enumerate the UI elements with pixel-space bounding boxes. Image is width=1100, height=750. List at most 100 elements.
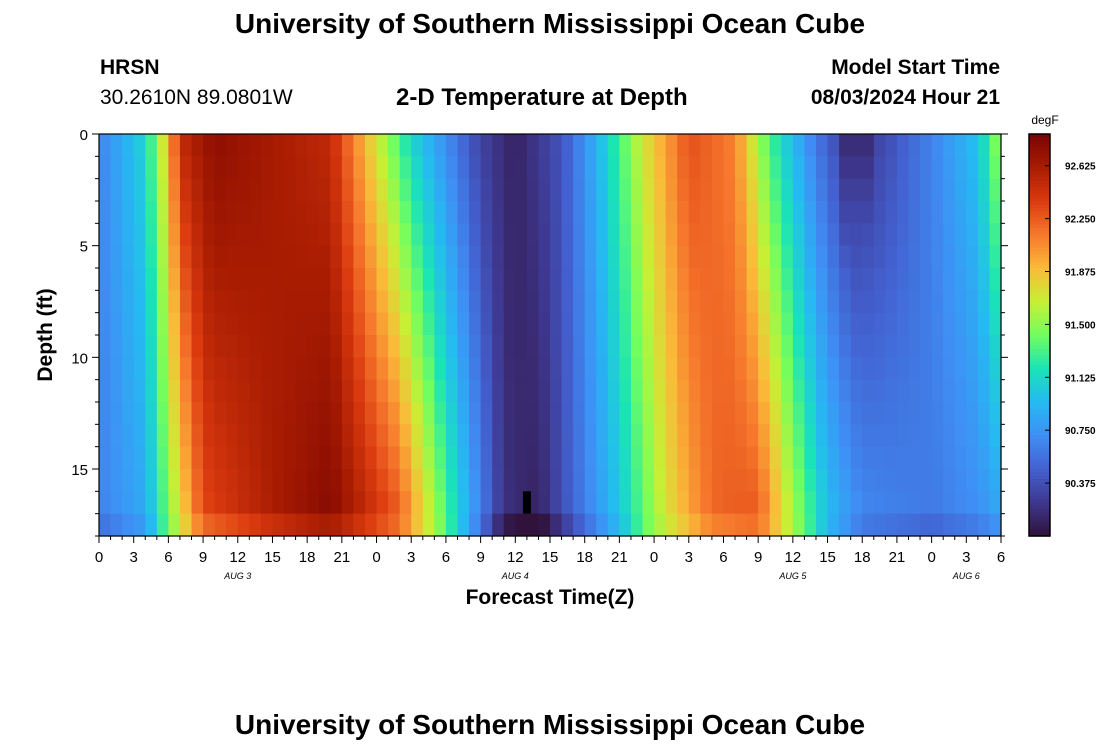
heatmap-cell	[538, 357, 551, 381]
heatmap-cell	[827, 491, 840, 515]
heatmap-cell	[133, 312, 146, 336]
heatmap-cell	[480, 513, 493, 537]
heatmap-cell	[318, 245, 331, 269]
heatmap-cell	[630, 513, 644, 537]
heatmap-cell	[781, 245, 794, 269]
heatmap-cell	[677, 156, 690, 180]
heatmap-cell	[792, 290, 806, 314]
heatmap-cell	[735, 201, 748, 224]
heatmap-cell	[700, 335, 713, 358]
heatmap-cell	[122, 156, 135, 180]
heatmap-cell	[122, 201, 135, 224]
heatmap-cell	[619, 402, 632, 425]
heatmap-cell	[758, 469, 771, 492]
heatmap-cell	[688, 335, 701, 358]
heatmap-cell	[318, 290, 331, 314]
heatmap-cell	[596, 513, 609, 537]
heatmap-cell	[827, 357, 840, 381]
heatmap-cell	[561, 469, 574, 492]
heatmap-cell	[665, 402, 678, 425]
heatmap-cell	[503, 491, 516, 515]
colorbar-segment	[1029, 388, 1050, 393]
heatmap-cell	[341, 245, 355, 269]
heatmap-cell	[584, 268, 597, 291]
heatmap-cell	[469, 201, 482, 224]
heatmap-cell	[561, 424, 574, 448]
heatmap-cell	[873, 513, 886, 537]
heatmap-cell	[318, 379, 331, 403]
heatmap-cell	[330, 335, 343, 358]
heatmap-cell	[596, 469, 609, 492]
heatmap-cell	[700, 424, 713, 448]
heatmap-cell	[330, 469, 343, 492]
heatmap-cell	[792, 379, 806, 403]
heatmap-cell	[873, 446, 886, 470]
heatmap-cell	[214, 424, 227, 448]
colorbar-tick-label: 91.875	[1065, 268, 1096, 279]
heatmap-cell	[99, 335, 112, 358]
heatmap-cell	[781, 379, 794, 403]
heatmap-cell	[642, 312, 655, 336]
colorbar-segment	[1029, 221, 1050, 226]
heatmap-cell	[989, 469, 1002, 492]
heatmap-cell	[99, 134, 112, 157]
heatmap-cell	[584, 424, 597, 448]
heatmap-cell	[179, 201, 193, 224]
heatmap-cell	[110, 402, 123, 425]
heatmap-cell	[411, 290, 424, 314]
heatmap-cell	[110, 469, 123, 492]
heatmap-cell	[735, 357, 748, 381]
heatmap-cell	[792, 469, 806, 492]
heatmap-cell	[827, 268, 840, 291]
heatmap-cell	[839, 156, 852, 180]
heatmap-cell	[885, 223, 898, 247]
heatmap-cell	[561, 379, 574, 403]
heatmap-cell	[237, 156, 250, 180]
heatmap-cell	[630, 245, 644, 269]
heatmap-cell	[295, 223, 308, 247]
heatmap-cell	[503, 446, 516, 470]
heatmap-cell	[758, 245, 771, 269]
heatmap-cell	[781, 156, 794, 180]
heatmap-cell	[700, 491, 713, 515]
heatmap-cell	[977, 335, 991, 358]
heatmap-cell	[596, 402, 609, 425]
colorbar-segment	[1029, 368, 1050, 373]
heatmap-cell	[873, 245, 886, 269]
heatmap-cell	[931, 357, 944, 381]
heatmap-cell	[445, 424, 459, 448]
heatmap-cell	[596, 223, 609, 247]
heatmap-cell	[746, 491, 759, 515]
heatmap-cell	[989, 402, 1002, 425]
heatmap-cell	[966, 268, 979, 291]
heatmap-cell	[341, 223, 355, 247]
heatmap-cell	[214, 223, 227, 247]
colorbar-segment	[1029, 190, 1050, 195]
heatmap-cell	[573, 335, 586, 358]
colorbar-segment	[1029, 489, 1050, 494]
heatmap-cell	[110, 201, 123, 224]
heatmap-cell	[434, 223, 447, 247]
heatmap-cell	[804, 357, 817, 381]
heatmap-cell	[758, 513, 771, 537]
heatmap-cell	[284, 268, 297, 291]
colorbar-segment	[1029, 412, 1050, 416]
heatmap-cell	[573, 424, 586, 448]
heatmap-cell	[330, 379, 343, 403]
heatmap-cell	[411, 134, 424, 157]
heatmap-cell	[122, 402, 135, 425]
heatmap-cell	[445, 156, 459, 180]
colorbar-segment	[1029, 304, 1050, 309]
heatmap-cell	[943, 424, 956, 448]
heatmap-cell	[515, 178, 528, 202]
heatmap-cell	[550, 312, 563, 336]
heatmap-cell	[526, 357, 540, 381]
heatmap-cell	[700, 357, 713, 381]
heatmap-cell	[711, 424, 725, 448]
heatmap-cell	[318, 402, 331, 425]
heatmap-cell	[954, 357, 967, 381]
heatmap-cell	[677, 312, 690, 336]
heatmap-cell	[272, 513, 285, 537]
heatmap-cell	[492, 469, 505, 492]
heatmap-cell	[457, 312, 470, 336]
